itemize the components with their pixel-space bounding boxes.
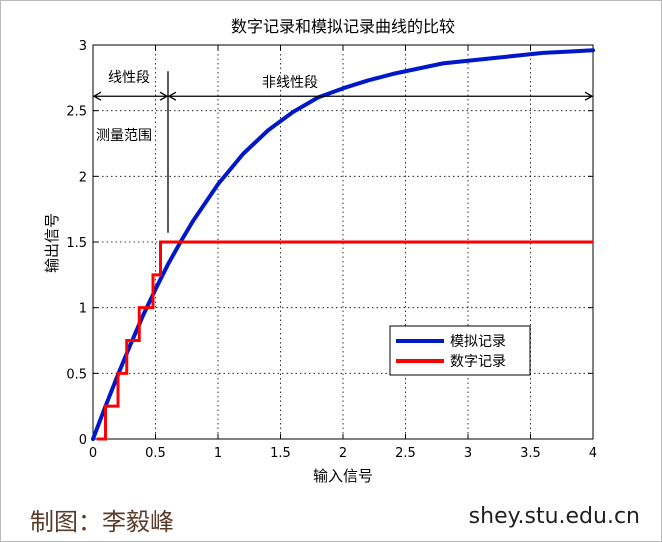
y-tick-label: 1 bbox=[79, 302, 87, 317]
x-tick-label: 3.5 bbox=[520, 446, 541, 461]
x-tick-label: 0 bbox=[89, 446, 97, 461]
y-tick-label: 0 bbox=[79, 433, 87, 448]
nonlinear-arrowhead-left bbox=[167, 91, 177, 101]
annotation-linear: 线性段 bbox=[108, 70, 150, 86]
legend-label-digital: 数字记录 bbox=[450, 354, 506, 370]
annotation-nonlinear: 非线性段 bbox=[262, 75, 318, 91]
annotations bbox=[92, 71, 594, 233]
y-tick-label: 1.5 bbox=[66, 236, 87, 251]
series-line-digital bbox=[96, 240, 593, 441]
y-tick-label: 2.5 bbox=[66, 105, 87, 120]
linear-arrowhead-left bbox=[92, 91, 102, 101]
x-tick-label: 2 bbox=[339, 446, 347, 461]
axes: 0 0.5 1 1.5 2 2.5 3 3.5 4 0 0.5 1 1.5 2 2.5 3 bbox=[66, 39, 597, 461]
nonlinear-arrowhead-right bbox=[584, 91, 594, 101]
legend-label-analog: 模拟记录 bbox=[450, 334, 506, 350]
y-tick-label: 3 bbox=[79, 39, 87, 54]
footer-credit: 制图：李毅峰 bbox=[30, 508, 174, 536]
series-line-analog bbox=[91, 48, 595, 441]
footer-site: shey.stu.edu.cn bbox=[468, 504, 640, 529]
series-group bbox=[91, 48, 595, 441]
x-tick-label: 2.5 bbox=[395, 446, 416, 461]
legend-box bbox=[389, 325, 531, 376]
x-tick-label: 1.5 bbox=[270, 446, 291, 461]
y-tick-label: 2 bbox=[79, 170, 87, 185]
legend: 模拟记录 数字记录 bbox=[389, 325, 531, 376]
x-tick-label: 1 bbox=[214, 446, 222, 461]
x-tick-label: 3 bbox=[464, 446, 472, 461]
y-tick-label: 0.5 bbox=[66, 367, 87, 382]
x-axis-label: 输入信号 bbox=[313, 467, 373, 485]
y-axis-label: 输出信号 bbox=[43, 213, 61, 273]
linear-arrowhead-right bbox=[159, 91, 169, 101]
annotation-range: 测量范围 bbox=[96, 127, 152, 144]
x-tick-label: 0.5 bbox=[145, 446, 166, 461]
chart-title: 数字记录和模拟记录曲线的比较 bbox=[231, 17, 455, 36]
x-tick-label: 4 bbox=[589, 446, 597, 461]
